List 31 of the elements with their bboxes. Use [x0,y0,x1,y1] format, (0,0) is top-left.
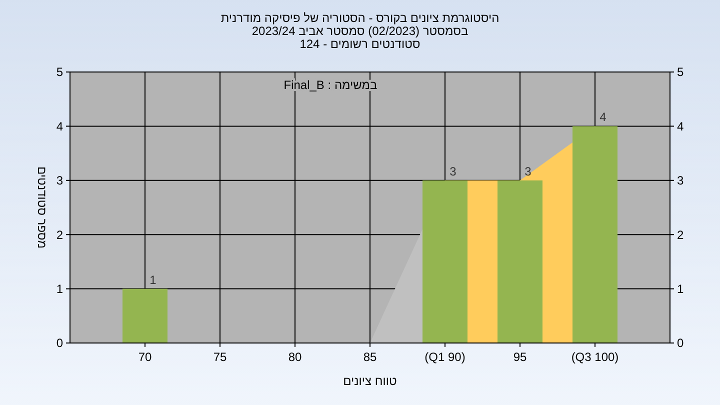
x-tick-label: 95 [513,350,527,364]
text: סטודנטים רשומים - 124 [300,37,420,51]
x-tick-label: 85 [363,350,377,364]
y2-tick-label: 1 [677,282,684,296]
y-axis-title: מספר סטודנטים [35,166,49,249]
y2-tick-label: 3 [677,174,684,188]
x-axis-title: טווח ציונים [343,374,398,388]
y2-tick-label: 2 [677,228,684,242]
y-tick-label: 4 [56,119,64,134]
y-tick-label: 5 [56,65,64,80]
x-tick-label: (Q3 100) [571,350,619,364]
y-tick-label: 1 [56,282,64,296]
data-label: 3 [450,164,457,178]
x-tick-label: 75 [213,350,227,364]
chart-title: היסטוגרמת ציונים בקורס - הסטוריה של פיסיקה מודרנית [220,11,500,25]
x-tick-label: 80 [288,350,302,364]
y2-tick-label: 4 [677,119,684,134]
x-tick-label: (Q1 90) [424,350,466,364]
y2-tick-label: 0 [677,336,684,350]
text: בסמסטר (02/2023) סמסטר אביב 2023/24 [252,24,468,38]
bar [122,288,168,343]
y-tick-label: 2 [56,228,64,242]
data-label: 3 [524,164,532,178]
y-tick-label: 0 [56,336,64,350]
bar [572,126,618,343]
y-tick-label: 3 [56,174,64,188]
data-label: 1 [150,272,157,287]
y2-tick-label: 5 [677,65,684,80]
bar [498,180,542,343]
x-tick-label: 70 [138,350,152,364]
data-label: 4 [600,110,607,124]
